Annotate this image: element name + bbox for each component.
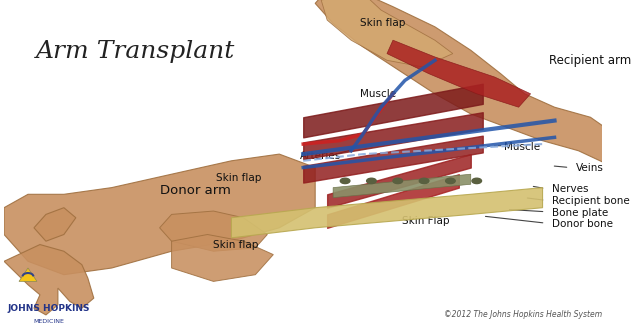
Text: ©2012 The Johns Hopkins Health System: ©2012 The Johns Hopkins Health System xyxy=(444,311,602,319)
Polygon shape xyxy=(172,234,273,281)
Circle shape xyxy=(340,178,350,184)
Text: Arm Transplant: Arm Transplant xyxy=(36,40,236,63)
Text: MEDICINE: MEDICINE xyxy=(33,319,65,324)
Polygon shape xyxy=(333,174,471,198)
Text: Nerves: Nerves xyxy=(552,184,588,194)
Circle shape xyxy=(367,178,376,184)
Circle shape xyxy=(393,178,403,184)
Polygon shape xyxy=(4,245,94,315)
Text: Recipient arm: Recipient arm xyxy=(548,54,631,67)
Text: Veins: Veins xyxy=(575,162,604,173)
Text: Skin flap: Skin flap xyxy=(214,240,259,250)
Text: Skin flap: Skin flap xyxy=(360,18,405,28)
Text: Arteries: Arteries xyxy=(300,151,342,161)
Polygon shape xyxy=(315,0,614,168)
Text: Recipient bone: Recipient bone xyxy=(552,196,629,206)
Text: Skin flap: Skin flap xyxy=(216,173,262,183)
Text: Muscle: Muscle xyxy=(504,142,540,152)
Text: Skin Flap: Skin Flap xyxy=(402,216,449,226)
Polygon shape xyxy=(232,188,543,238)
Text: JOHNS HOPKINS: JOHNS HOPKINS xyxy=(8,304,90,313)
Circle shape xyxy=(419,178,429,184)
Text: Muscle: Muscle xyxy=(360,89,396,99)
Polygon shape xyxy=(159,211,268,251)
Text: Bone plate: Bone plate xyxy=(552,208,608,218)
Text: Donor bone: Donor bone xyxy=(552,219,612,229)
Polygon shape xyxy=(19,268,37,281)
Polygon shape xyxy=(387,40,531,107)
Text: Donor arm: Donor arm xyxy=(159,185,230,197)
Polygon shape xyxy=(34,208,76,241)
Circle shape xyxy=(445,178,455,184)
Polygon shape xyxy=(4,154,315,275)
Polygon shape xyxy=(321,0,453,67)
Circle shape xyxy=(472,178,481,184)
